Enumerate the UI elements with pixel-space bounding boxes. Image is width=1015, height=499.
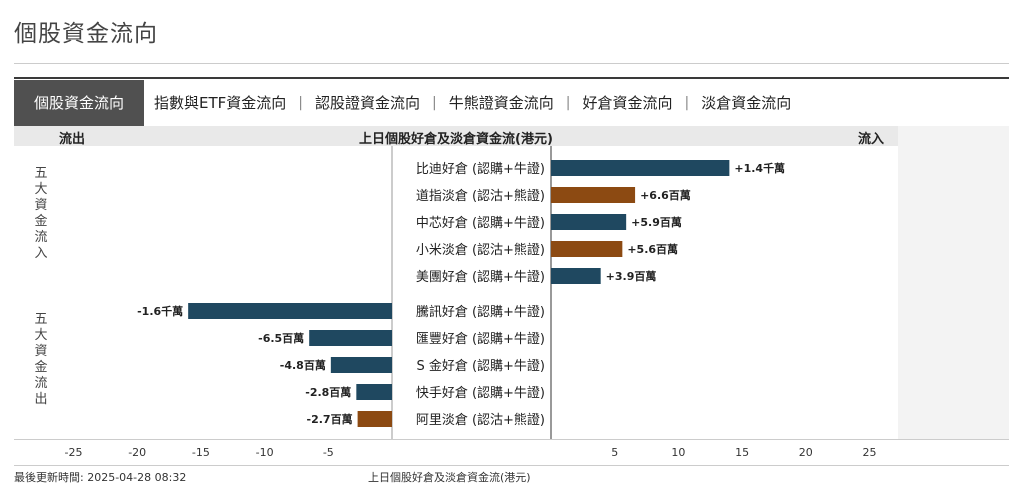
tab-separator: | xyxy=(298,95,304,111)
inflow-header-label: 流入 xyxy=(857,132,884,147)
tab-short-position-fund-flow[interactable]: 淡倉資金流向 xyxy=(701,94,792,112)
inflow-bar xyxy=(551,187,636,203)
top5-outflow-label: 五大資金流出 xyxy=(34,312,48,407)
page-title: 個股資金流向 xyxy=(14,21,158,47)
stock-label: 阿里淡倉 (認沽+熊證) xyxy=(416,412,545,428)
outflow-bar xyxy=(309,330,392,346)
tab-separator: | xyxy=(432,95,437,111)
outflow-bar xyxy=(188,303,392,319)
outflow-bar xyxy=(357,411,392,427)
last-updated-text: 最後更新時間: 2025-04-28 08:32 xyxy=(14,471,187,484)
stock-label: 中芯好倉 (認購+牛證) xyxy=(416,215,545,231)
inflow-bar xyxy=(551,241,623,257)
footer-divider xyxy=(14,465,1009,466)
bar-value-label: -2.8百萬 xyxy=(305,385,351,399)
stock-label: 美團好倉 (認購+牛證) xyxy=(416,269,545,285)
tab-bar: 個股資金流向 指數與ETF資金流向 | 認股證資金流向 | 牛熊證資金流向 | … xyxy=(14,77,1009,127)
chart-side-panel xyxy=(898,126,1009,439)
tab-separator: | xyxy=(565,95,571,111)
tab-stock-fund-flow[interactable]: 個股資金流向 xyxy=(14,80,145,126)
stock-label: S 金好倉 (認購+牛證) xyxy=(416,358,545,374)
bar-value-label: -2.7百萬 xyxy=(307,412,353,426)
x-tick-label: 5 xyxy=(611,446,618,459)
tab-warrant-fund-flow[interactable]: 認股證資金流向 xyxy=(315,94,421,112)
inflow-bar xyxy=(551,214,627,230)
stock-label: 匯豐好倉 (認購+牛證) xyxy=(416,331,545,347)
bar-value-label: -6.5百萬 xyxy=(258,331,304,345)
x-tick-label: -15 xyxy=(192,446,210,459)
x-tick-label: 20 xyxy=(799,446,813,459)
chart-title: 上日個股好倉及淡倉資金流(港元) xyxy=(359,132,553,147)
outflow-bar xyxy=(330,357,392,373)
tab-index-etf-fund-flow[interactable]: 指數與ETF資金流向 xyxy=(154,94,287,112)
bar-value-label: +5.9百萬 xyxy=(631,215,682,229)
top5-inflow-label: 五大資金流入 xyxy=(34,166,48,261)
stock-label: 道指淡倉 (認沽+熊證) xyxy=(416,188,545,204)
bar-value-label: -4.8百萬 xyxy=(280,358,326,372)
title-divider xyxy=(14,63,1009,64)
x-tick-label: 25 xyxy=(863,446,877,459)
bar-value-label: +3.9百萬 xyxy=(606,269,657,283)
x-tick-label: -5 xyxy=(323,446,334,459)
x-tick-label: -10 xyxy=(256,446,274,459)
chart-bottom-divider xyxy=(14,439,1009,440)
outflow-bar xyxy=(356,384,392,400)
bar-value-label: -1.6千萬 xyxy=(137,304,183,318)
bar-value-label: +6.6百萬 xyxy=(640,188,691,202)
stock-label: 小米淡倉 (認沽+熊證) xyxy=(416,242,545,258)
inflow-bar xyxy=(551,268,601,284)
tab-long-position-fund-flow[interactable]: 好倉資金流向 xyxy=(582,94,673,112)
stock-label: 快手好倉 (認購+牛證) xyxy=(416,385,545,401)
stock-label: 騰訊好倉 (認購+牛證) xyxy=(416,304,545,320)
chart-header: 流出 上日個股好倉及淡倉資金流(港元) 流入 xyxy=(14,126,898,147)
tab-cbbc-fund-flow[interactable]: 牛熊證資金流向 xyxy=(448,94,554,112)
x-tick-label: -25 xyxy=(65,446,83,459)
tab-separator: | xyxy=(684,95,690,111)
x-tick-label: -20 xyxy=(128,446,146,459)
x-tick-label: 10 xyxy=(671,446,685,459)
bar-value-label: +1.4千萬 xyxy=(734,161,785,175)
outflow-header-label: 流出 xyxy=(59,132,86,147)
bar-value-label: +5.6百萬 xyxy=(627,242,678,256)
stock-label: 比迪好倉 (認購+牛證) xyxy=(416,161,545,177)
inflow-bar xyxy=(551,160,730,176)
x-tick-label: 15 xyxy=(735,446,749,459)
chart-caption: 上日個股好倉及淡倉資金流(港元) xyxy=(368,471,531,484)
